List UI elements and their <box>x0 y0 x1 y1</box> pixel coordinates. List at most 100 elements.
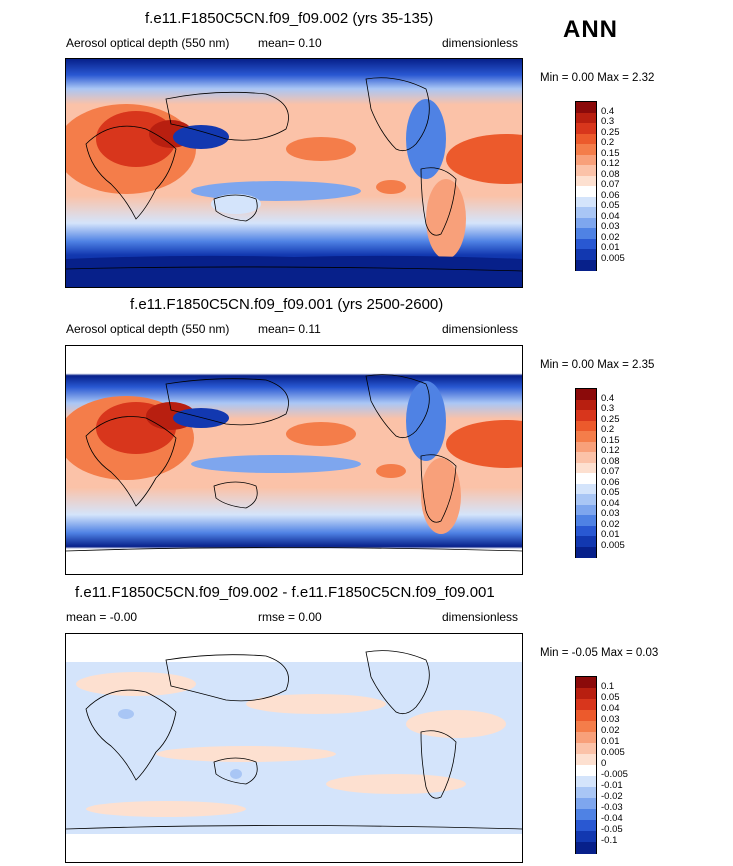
colorbar-label: 0.2 <box>601 424 615 435</box>
panel1-minmax: Min = 0.00 Max = 2.32 <box>540 72 655 84</box>
panel3-minmax: Min = -0.05 Max = 0.03 <box>540 647 659 659</box>
colorbar-swatch <box>576 732 596 744</box>
panel1-units: dimensionless <box>442 36 519 50</box>
colorbar-swatch <box>576 677 596 689</box>
panel3-colorbar: 0.1 0.05 0.04 0.03 0.02 0.01 0.005 0 -0.005 -0.01… <box>575 676 655 856</box>
colorbar-swatch <box>576 754 596 766</box>
panel3-map <box>65 633 523 863</box>
colorbar-swatch <box>576 515 596 526</box>
colorbar-label: 0.1 <box>601 681 615 692</box>
colorbar-label: 0.25 <box>601 126 620 138</box>
colorbar-box <box>575 101 597 271</box>
colorbar-label: 0.03 <box>601 714 620 725</box>
panel1-map-graphic <box>66 59 522 287</box>
colorbar-label: -0.05 <box>601 824 623 835</box>
colorbar-label: -0.04 <box>601 813 623 824</box>
colorbar-label: 0.04 <box>601 497 620 509</box>
colorbar-swatch <box>576 842 596 854</box>
panel2-minmax: Min = 0.00 Max = 2.35 <box>540 359 655 371</box>
colorbar-label: -0.01 <box>601 780 623 791</box>
colorbar-label: 0.06 <box>601 476 620 488</box>
panel2-title: f.e11.F1850C5CN.f09_f09.001 (yrs 2500-26… <box>130 296 444 313</box>
panel3-title: f.e11.F1850C5CN.f09_f09.002 - f.e11.F185… <box>75 584 495 601</box>
colorbar-label: 0.01 <box>601 529 620 540</box>
colorbar-swatch <box>576 399 596 411</box>
colorbar-swatch <box>576 710 596 722</box>
colorbar-label: 0.04 <box>601 210 620 222</box>
colorbar-label: -0.02 <box>601 791 623 802</box>
colorbar-label: 0.06 <box>601 189 620 201</box>
colorbar-swatch <box>576 249 596 260</box>
panel2-variable-label: Aerosol optical depth (550 nm) <box>66 322 230 336</box>
colorbar-swatch <box>576 504 596 516</box>
colorbar-swatch <box>576 536 596 547</box>
colorbar-label: 0 <box>601 758 607 769</box>
colorbar-swatch <box>576 175 596 187</box>
colorbar-label: 0.4 <box>601 392 615 404</box>
colorbar-swatch <box>576 389 596 400</box>
colorbar-box <box>575 388 597 558</box>
colorbar-label: 0.02 <box>601 518 620 530</box>
colorbar-swatch <box>576 259 596 271</box>
colorbar-label: 0.01 <box>601 736 620 747</box>
colorbar-swatch <box>576 186 596 197</box>
colorbar-swatch <box>576 494 596 505</box>
panel2-colorbar: 0.4 0.3 0.25 0.2 0.15 0.12 0.08 0.07 0.06 0.05 0.0… <box>575 388 655 558</box>
colorbar-label: 0.4 <box>601 105 615 117</box>
colorbar-swatch <box>576 441 596 453</box>
colorbar-swatch <box>576 431 596 442</box>
panel1-variable-label: Aerosol optical depth (550 nm) <box>66 36 230 50</box>
colorbar-swatch <box>576 102 596 113</box>
colorbar-label: 0.05 <box>601 200 620 211</box>
colorbar-swatch <box>576 483 596 495</box>
colorbar-swatch <box>576 546 596 558</box>
colorbar-swatch <box>576 473 596 484</box>
colorbar-label: 0.15 <box>601 434 620 446</box>
colorbar-label: 0.05 <box>601 487 620 498</box>
colorbar-label: 0.15 <box>601 147 620 159</box>
colorbar-label: 0.25 <box>601 413 620 425</box>
colorbar-label: 0.3 <box>601 403 615 414</box>
colorbar-swatch <box>576 809 596 821</box>
colorbar-label: -0.005 <box>601 769 628 780</box>
colorbar-label: 0.005 <box>601 252 625 264</box>
panel1-title: f.e11.F1850C5CN.f09_f09.002 (yrs 35-135) <box>145 10 434 27</box>
colorbar-label: 0.12 <box>601 445 620 456</box>
colorbar-label: 0.03 <box>601 221 620 232</box>
colorbar-box <box>575 676 597 854</box>
panel3-mean: mean = -0.00 <box>66 610 138 624</box>
panel3-units: dimensionless <box>442 610 519 624</box>
colorbar-label: 0.005 <box>601 539 625 551</box>
colorbar-label: 0.08 <box>601 455 620 467</box>
colorbar-label: 0.07 <box>601 466 620 477</box>
colorbar-swatch <box>576 699 596 711</box>
colorbar-swatch <box>576 217 596 229</box>
colorbar-swatch <box>576 112 596 124</box>
colorbar-label: 0.01 <box>601 242 620 253</box>
colorbar-swatch <box>576 123 596 134</box>
colorbar-swatch <box>576 743 596 755</box>
colorbar-swatch <box>576 525 596 537</box>
colorbar-label: 0.2 <box>601 137 615 148</box>
colorbar-swatch <box>576 798 596 810</box>
colorbar-label: 0.005 <box>601 747 625 758</box>
colorbar-swatch <box>576 420 596 432</box>
colorbar-swatch <box>576 196 596 208</box>
panel1-map <box>65 58 523 288</box>
colorbar-swatch <box>576 721 596 733</box>
colorbar-label: 0.02 <box>601 231 620 243</box>
panel1-mean: mean= 0.10 <box>258 36 322 50</box>
colorbar-swatch <box>576 207 596 218</box>
colorbar-label: 0.07 <box>601 179 620 190</box>
colorbar-swatch <box>576 831 596 843</box>
colorbar-label: 0.12 <box>601 158 620 169</box>
colorbar-label: 0.02 <box>601 725 620 736</box>
panel2-units: dimensionless <box>442 322 519 336</box>
colorbar-swatch <box>576 688 596 700</box>
colorbar-label: 0.05 <box>601 692 620 703</box>
colorbar-swatch <box>576 165 596 176</box>
colorbar-swatch <box>576 410 596 421</box>
colorbar-swatch <box>576 765 596 777</box>
panel2-mean: mean= 0.11 <box>258 322 321 336</box>
colorbar-swatch <box>576 133 596 145</box>
